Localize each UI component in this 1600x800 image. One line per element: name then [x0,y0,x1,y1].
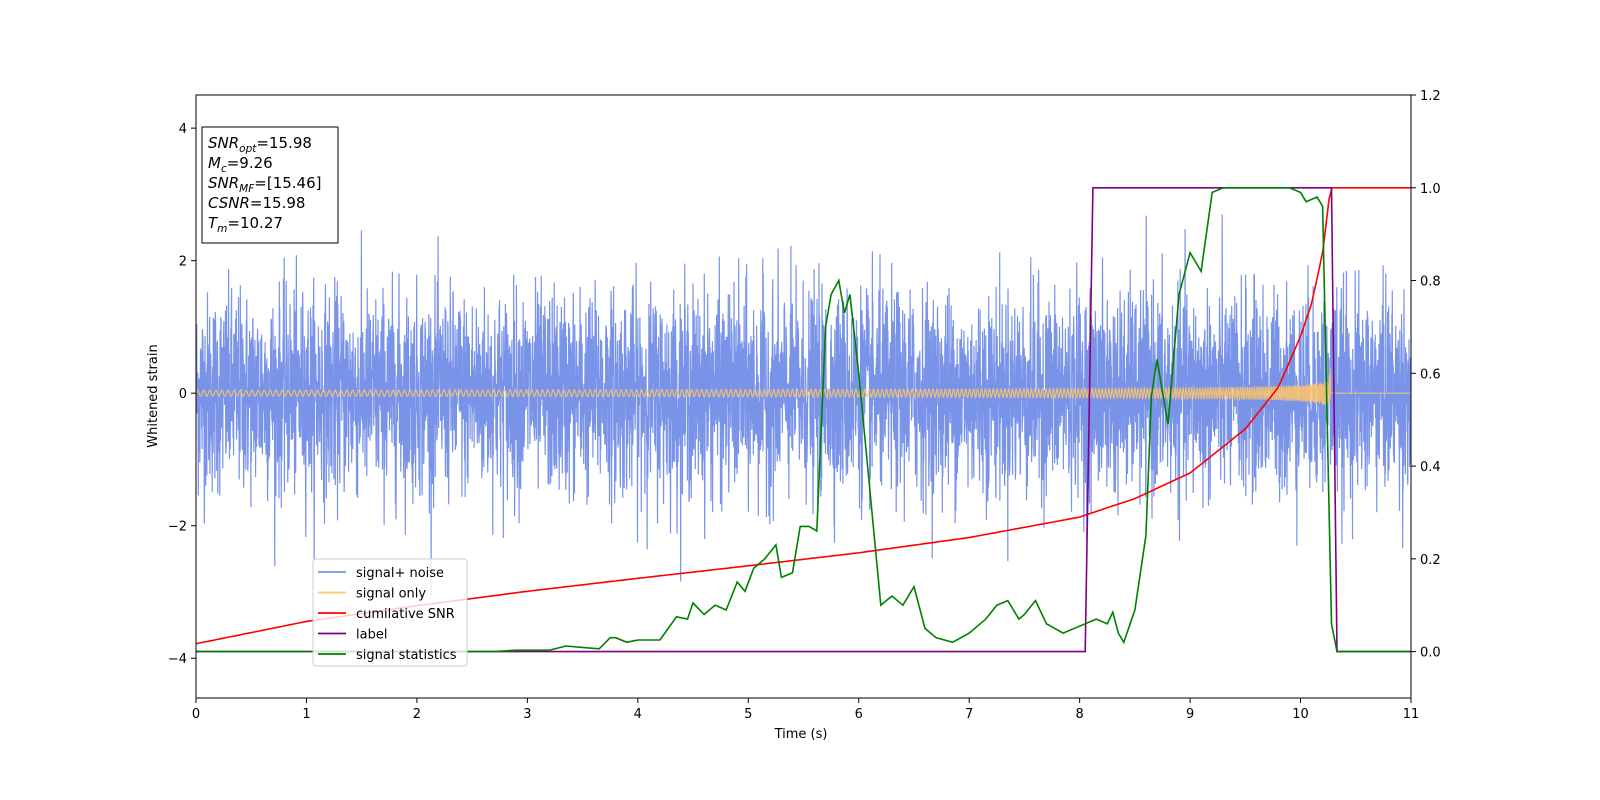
plot-frame [195,94,1412,699]
x-tick-label: 6 [855,707,863,722]
annotation-line: CSNR=15.98 [208,194,305,212]
legend-entry-label: label [356,628,387,643]
legend: signal+ noise signal only cumilative SNR la… [312,558,468,667]
legend-entry-label: signal+ noise [356,566,444,581]
y-right-tick-label: 0.0 [1420,646,1441,661]
annotation-value: =15.98 [256,134,312,152]
annotation-box: SNRopt=15.98Mc=9.26SNRMF=[15.46]CSNR=15.… [201,126,339,244]
legend-entry-label: signal statistics [356,648,457,663]
annotation-symbol: SNR [208,134,239,152]
x-tick-label: 3 [523,707,531,722]
x-tick-label: 9 [1186,707,1194,722]
x-tick-label: 1 [302,707,310,722]
y-axis-label: Whitened strain [146,344,161,447]
y-left-tick-label: 0 [179,387,187,402]
y-right-tick-label: 0.2 [1420,553,1441,568]
x-axis-label: Time (s) [774,727,828,742]
x-tick-label: 10 [1292,707,1309,722]
y-right-tick-label: 1.0 [1420,182,1441,197]
y-left-axis: −4 −2 0 2 4 [168,122,196,667]
legend-entry-label: signal only [356,587,426,602]
series-signal-statistics-line [196,187,1411,653]
x-tick-label: 5 [744,707,752,722]
y-left-tick-label: 2 [179,255,187,270]
y-right-tick-label: 0.4 [1420,460,1441,475]
y-right-tick-label: 0.8 [1420,275,1441,290]
x-tick-label: 8 [1075,707,1083,722]
y-right-tick-label: 1.2 [1420,89,1441,104]
annotation-symbol: SNR [208,174,239,192]
legend-entry-label: cumilative SNR [356,607,455,622]
y-right-tick-label: 0.6 [1420,367,1441,382]
y-left-tick-label: −4 [168,652,187,667]
y-right-axis: 0.0 0.2 0.4 0.6 0.8 1.0 1.2 [1411,89,1441,661]
annotation-line: SNRopt=15.98 [208,134,312,155]
annotation-subscript: c [221,163,227,175]
annotation-symbol: T [208,214,219,232]
annotation-value: =9.26 [227,154,273,172]
annotation-symbol: M [208,154,221,172]
annotation-subscript: MF [239,183,255,195]
annotation-subscript: opt [239,143,257,155]
x-tick-label: 0 [192,707,200,722]
annotation-subscript: m [217,223,227,235]
annotation-line: Mc=9.26 [208,154,273,175]
x-axis: 0 1 2 3 4 5 6 7 8 9 10 11 [192,698,1419,722]
y-left-tick-label: −2 [168,520,187,535]
annotation-line: SNRMF=[15.46] [208,174,322,195]
x-tick-label: 4 [634,707,642,722]
series-signal-only-line [196,368,1411,407]
annotation-symbol: CSNR [208,194,250,212]
annotation-value: =15.98 [250,194,306,212]
y-left-tick-label: 4 [179,122,187,137]
annotation-frame [201,126,339,244]
x-tick-label: 11 [1403,707,1420,722]
annotation-line: Tm=10.27 [208,214,283,235]
x-tick-label: 7 [965,707,973,722]
legend-frame [312,558,468,667]
annotation-value: =[15.46] [254,174,321,192]
annotation-value: =10.27 [227,214,283,232]
x-tick-label: 2 [413,707,421,722]
